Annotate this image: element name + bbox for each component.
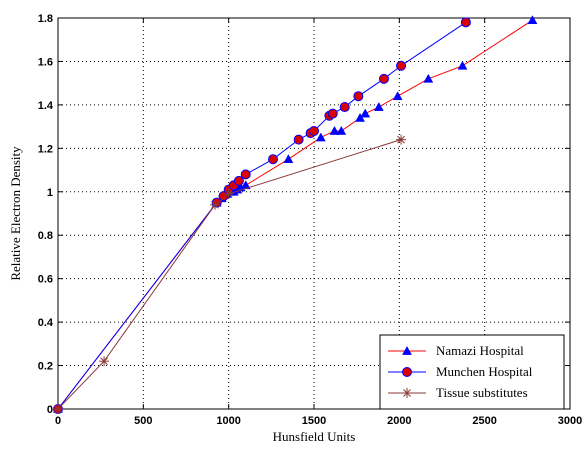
y-tick-label: 1 (47, 187, 53, 199)
x-axis-title: Hunsfield Units (273, 429, 356, 444)
series-1 (53, 17, 471, 414)
data-point (99, 356, 110, 367)
x-tick-label: 1000 (216, 415, 240, 427)
series-2 (53, 134, 407, 414)
y-tick-label: 0.2 (38, 361, 53, 373)
y-tick-label: 0.4 (38, 317, 54, 329)
data-point (378, 73, 389, 84)
data-point (283, 154, 294, 164)
legend-item: Tissue substitutes (388, 385, 528, 400)
data-point (460, 17, 471, 28)
legend-marker (402, 345, 412, 355)
data-point (210, 199, 221, 210)
data-point (339, 102, 350, 113)
data-point (396, 60, 407, 71)
data-point (327, 108, 338, 119)
y-tick-label: 1.8 (38, 13, 53, 25)
data-point (329, 125, 340, 135)
data-point (240, 169, 251, 180)
data-point (315, 132, 326, 142)
y-tick-label: 0 (47, 404, 53, 416)
y-tick-label: 0.6 (38, 274, 53, 286)
legend-item: Munchen Hospital (388, 364, 533, 379)
data-point (373, 102, 384, 111)
y-tick-label: 1.4 (38, 100, 54, 112)
y-axis-title: Relative Electron Density (8, 146, 23, 281)
data-point (355, 112, 366, 122)
legend-item: Namazi Hospital (388, 343, 524, 358)
data-point (268, 154, 279, 165)
data-point (223, 188, 234, 199)
data-point (396, 134, 407, 145)
data-point (360, 108, 371, 118)
x-tick-label: 2500 (472, 415, 496, 427)
ticks: 0 500 1000 1500 2000 2500 3000 0 0.2 0.4 0.6 0.8 1 1.… (38, 13, 583, 427)
legend: Namazi Hospital Munchen Hospital Tissue su… (379, 334, 565, 410)
legend-marker (402, 388, 412, 398)
series-layer (53, 15, 538, 414)
x-tick-label: 1500 (302, 415, 326, 427)
legend-label: Namazi Hospital (436, 343, 524, 358)
data-point (457, 60, 468, 70)
data-point (353, 91, 364, 102)
y-tick-label: 1.6 (38, 56, 53, 68)
legend-label: Munchen Hospital (436, 364, 533, 379)
legend-marker (402, 367, 412, 377)
y-tick-label: 0.8 (38, 230, 53, 242)
legend-label: Tissue substitutes (436, 385, 528, 400)
x-tick-label: 0 (55, 415, 61, 427)
data-point (293, 134, 304, 145)
y-tick-label: 1.2 (38, 143, 53, 155)
data-point (309, 125, 319, 136)
data-point (423, 73, 434, 83)
grid (58, 18, 570, 409)
data-point (53, 404, 63, 414)
series-line (57, 139, 402, 410)
data-point (392, 91, 403, 101)
x-tick-label: 3000 (558, 415, 582, 427)
data-point (233, 175, 244, 186)
data-point (336, 125, 347, 135)
data-point (527, 15, 538, 25)
x-tick-label: 500 (134, 415, 152, 427)
x-tick-label: 2000 (387, 415, 411, 427)
